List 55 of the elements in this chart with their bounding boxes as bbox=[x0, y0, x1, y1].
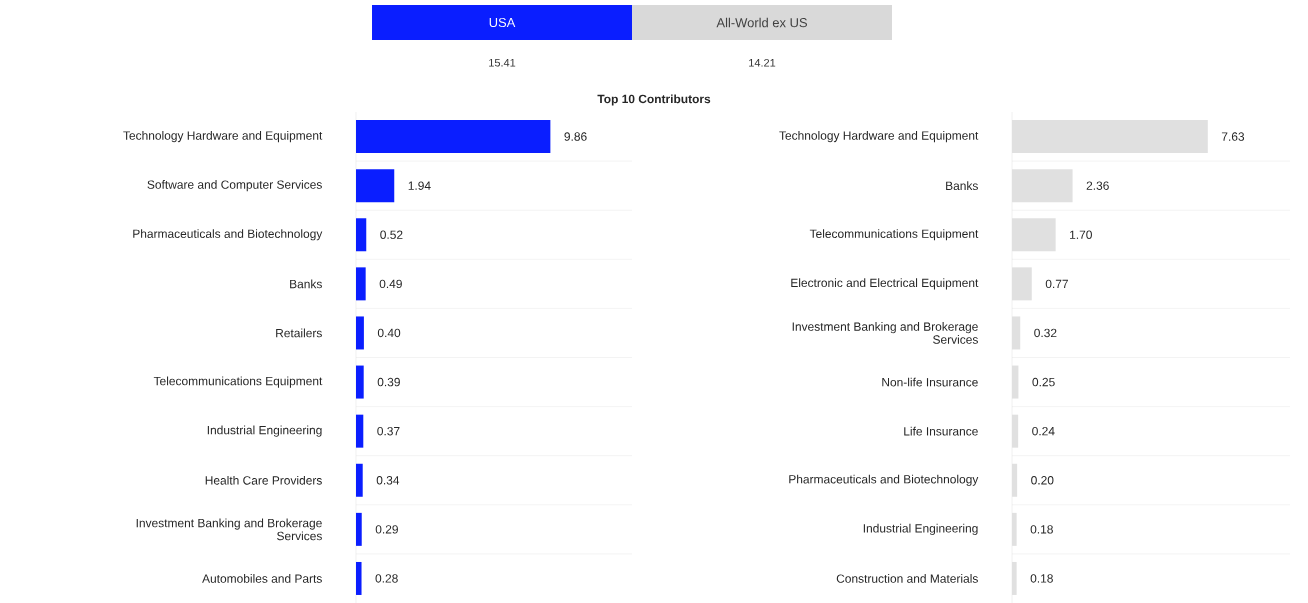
data-label: 0.18 bbox=[1030, 574, 1053, 583]
y-tick-label: Automobiles and Parts bbox=[202, 573, 322, 583]
y-tick-label: Construction and Materials bbox=[836, 573, 978, 583]
y-tick-label: Investment Banking and Brokerage Services bbox=[136, 518, 322, 541]
y-tick-label: Industrial Engineering bbox=[207, 425, 322, 437]
bar bbox=[356, 267, 366, 301]
data-label: 0.34 bbox=[376, 475, 400, 485]
bar bbox=[356, 561, 362, 595]
data-label: 1.70 bbox=[1070, 230, 1092, 239]
data-label: 0.18 bbox=[1030, 525, 1053, 534]
y-tick-label: Telecommunications Equipment bbox=[809, 229, 979, 241]
bar bbox=[356, 365, 364, 399]
bar bbox=[356, 169, 395, 203]
text: 14.21 bbox=[749, 58, 776, 67]
y-tick-label: Banks bbox=[290, 279, 322, 289]
y-tick-label: Electronic and Electrical Equipment bbox=[791, 278, 979, 290]
data-label: 0.32 bbox=[1034, 328, 1057, 338]
bar bbox=[356, 414, 364, 448]
y-tick-label: Software and Computer Services bbox=[147, 180, 322, 192]
category-label: All-World ex US bbox=[716, 17, 807, 28]
bar bbox=[356, 463, 363, 497]
y-tick-label: Life Insurance bbox=[904, 426, 978, 436]
bar bbox=[356, 316, 364, 350]
data-label: 0.25 bbox=[1032, 377, 1055, 387]
y-tick-label: Banks bbox=[946, 181, 978, 190]
data-label: 0.77 bbox=[1045, 279, 1068, 288]
data-label: 0.20 bbox=[1031, 475, 1054, 485]
y-tick-label: Telecommunications Equipment bbox=[153, 376, 323, 388]
y-tick-label: Pharmaceuticals and Biotechnology bbox=[133, 229, 323, 241]
data-label: 0.49 bbox=[379, 279, 402, 288]
data-label: 0.52 bbox=[380, 230, 403, 239]
y-tick-label: Pharmaceuticals and Biotechnology bbox=[789, 474, 979, 486]
data-label: 7.63 bbox=[1221, 132, 1245, 141]
data-label: 1.94 bbox=[408, 181, 431, 190]
y-tick-label: Retailers bbox=[276, 328, 322, 338]
data-label: 0.28 bbox=[375, 574, 398, 583]
y-tick-label: Investment Banking and Brokerage Services bbox=[792, 322, 978, 344]
y-tick-label: Industrial Engineering bbox=[863, 523, 978, 535]
y-tick-label: Technology Hardware and Equipment bbox=[123, 130, 323, 143]
data-label: 0.24 bbox=[1032, 426, 1055, 436]
category-label: USA bbox=[489, 17, 516, 27]
bar bbox=[356, 218, 367, 252]
bar bbox=[356, 119, 551, 153]
text: Top 10 Contributors bbox=[597, 94, 711, 106]
y-tick-label: Technology Hardware and Equipment bbox=[779, 130, 979, 143]
bar bbox=[356, 512, 362, 546]
data-label: 0.37 bbox=[377, 426, 400, 436]
data-label: 0.29 bbox=[375, 525, 398, 534]
data-label: 0.39 bbox=[377, 377, 400, 387]
data-label: 2.36 bbox=[1086, 181, 1109, 190]
data-label: 0.40 bbox=[377, 328, 401, 338]
y-tick-label: Health Care Providers bbox=[205, 475, 322, 485]
text: 15.41 bbox=[489, 58, 516, 67]
y-tick-label: Non-life Insurance bbox=[882, 377, 978, 387]
data-label: 9.86 bbox=[564, 132, 587, 141]
